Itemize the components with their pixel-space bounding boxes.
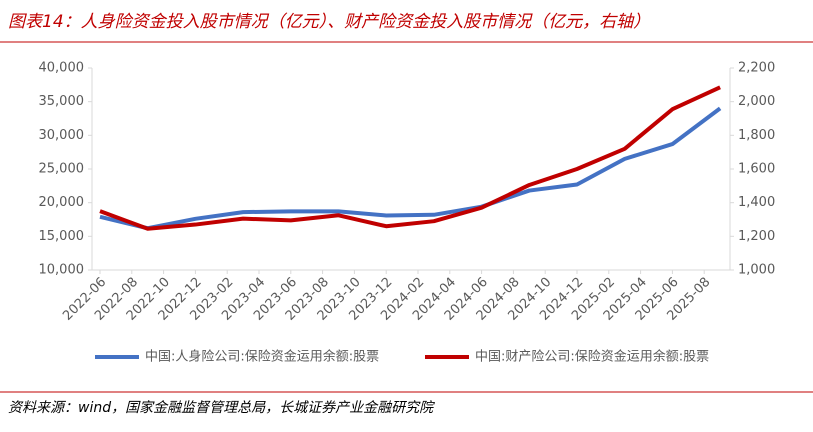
- legend-label: 中国:人身险公司:保险资金运用余额:股票: [145, 349, 379, 365]
- y-tick-label: 20,000: [39, 195, 85, 210]
- y2-tick-label: 1,600: [738, 162, 775, 177]
- y2-tick-label: 2,200: [738, 61, 775, 76]
- series-line: [99, 106, 722, 231]
- chart-title: 图表14：人身险资金投入股市情况（亿元）、财产险资金投入股市情况（亿元，右轴）: [8, 12, 650, 32]
- y2-tick-label: 1,200: [738, 229, 775, 244]
- legend-label: 中国:财产险公司:保险资金运用余额:股票: [475, 349, 709, 365]
- y-tick-label: 25,000: [39, 162, 85, 177]
- series-line: [99, 85, 721, 231]
- y-tick-label: 35,000: [39, 94, 85, 109]
- y2-tick-label: 1,400: [738, 195, 775, 210]
- y-tick-label: 15,000: [39, 229, 85, 244]
- y-tick-label: 10,000: [39, 263, 85, 278]
- y2-tick-label: 2,000: [738, 94, 775, 109]
- y2-tick-label: 1,000: [738, 263, 775, 278]
- y-tick-label: 30,000: [39, 128, 85, 143]
- y2-tick-label: 1,800: [738, 128, 775, 143]
- y-tick-label: 40,000: [39, 61, 85, 76]
- source: 资料来源：wind，国家金融监督管理总局，长城证券产业金融研究院: [8, 400, 435, 416]
